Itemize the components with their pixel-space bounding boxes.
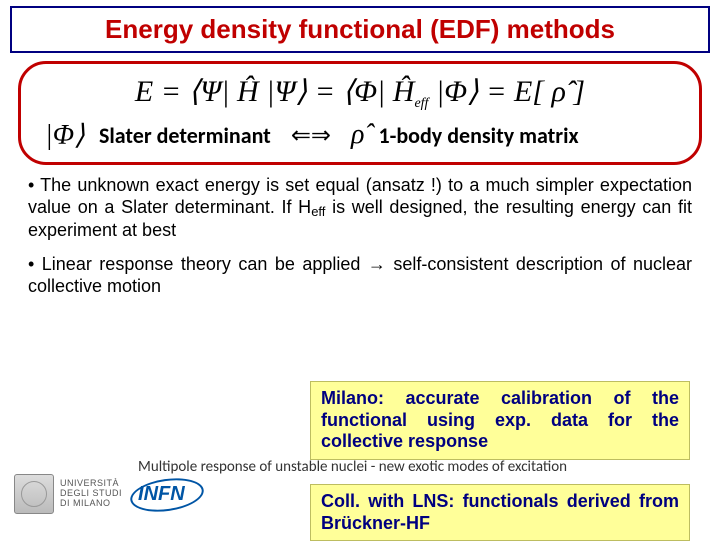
phi-ket: |Φ⟩ [45,118,85,152]
equation-row2: |Φ⟩ Slater determinant ⇐⇒ ρ̂ 1-body dens… [37,118,683,152]
equation-panel: E = ⟨Ψ| Ĥ |Ψ⟩ = ⟨Φ| Ĥeff |Φ⟩ = E[ ρ̂ ] |… [18,61,702,165]
logo-universita: UNIVERSITÀ DEGLI STUDI DI MILANO [14,474,122,514]
page-title: Energy density functional (EDF) methods [22,14,698,45]
bullet-2: • Linear response theory can be applied … [28,254,692,298]
bullet-list: • The unknown exact energy is set equal … [28,175,692,298]
logo-infn: INFN [132,483,185,506]
uni-line3: DI MILANO [60,499,122,509]
subtitle-text: Multipole response of unstable nuclei - … [138,458,567,476]
equation-main: E = ⟨Ψ| Ĥ |Ψ⟩ = ⟨Φ| Ĥeff |Φ⟩ = E[ ρ̂ ] [37,72,683,118]
highlight-milano: Milano: accurate calibration of the func… [310,381,690,460]
double-arrow-icon: ⇐⇒ [285,121,337,150]
uni-seal-icon [14,474,54,514]
logos-area: UNIVERSITÀ DEGLI STUDI DI MILANO INFN [14,474,185,514]
highlight-lns: Coll. with LNS: functionals derived from… [310,484,690,541]
slater-label: Slater determinant [99,122,271,149]
title-box: Energy density functional (EDF) methods [10,6,710,53]
density-label: 1-body density matrix [378,122,578,149]
uni-text: UNIVERSITÀ DEGLI STUDI DI MILANO [60,479,122,509]
rho-symbol: ρ̂ [351,119,364,151]
bullet-1: • The unknown exact energy is set equal … [28,175,692,242]
